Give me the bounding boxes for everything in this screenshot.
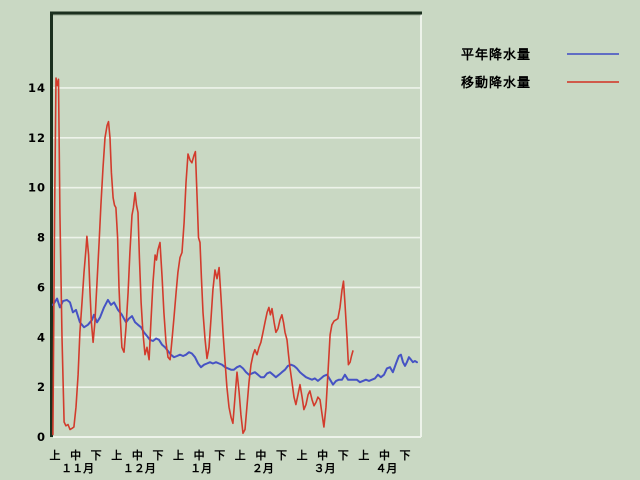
series-line-moving: [52, 77, 354, 436]
x-period-label-1: 中: [70, 448, 81, 462]
x-month-label-5: ４月: [375, 462, 397, 475]
x-period-label-13: 中: [317, 448, 328, 462]
y-tick-label-0: 0: [37, 430, 46, 444]
x-period-label-11: 下: [276, 449, 287, 462]
x-period-label-0: 上: [50, 448, 61, 462]
x-month-label-4: ３月: [314, 462, 336, 475]
y-tick-label-6: 6: [37, 280, 46, 294]
x-period-label-3: 上: [111, 448, 122, 462]
x-period-label-17: 下: [400, 449, 411, 462]
y-tick-label-4: 4: [37, 330, 46, 344]
legend-item-heinen: 平年降水量: [461, 44, 619, 63]
chart-legend: 平年降水量 移動降水量: [461, 44, 619, 91]
x-period-label-5: 下: [152, 449, 163, 462]
legend-line-red-icon: [567, 80, 619, 83]
x-period-label-4: 中: [132, 448, 143, 462]
x-month-label-0: １１月: [61, 462, 94, 475]
y-tick-label-8: 8: [37, 231, 46, 245]
x-period-label-16: 中: [379, 448, 390, 462]
x-period-label-12: 上: [297, 448, 308, 462]
x-period-label-15: 上: [358, 448, 369, 462]
x-month-label-2: １月: [190, 462, 212, 475]
y-tick-label-2: 2: [37, 380, 46, 394]
x-period-label-7: 中: [194, 448, 205, 462]
x-period-label-6: 上: [173, 448, 184, 462]
x-period-label-9: 上: [235, 448, 246, 462]
x-period-label-8: 下: [214, 449, 225, 462]
x-period-label-2: 下: [91, 449, 102, 462]
y-tick-label-14: 14: [28, 81, 46, 95]
y-tick-label-10: 10: [28, 181, 46, 195]
series-line-average: [51, 297, 418, 386]
legend-item-idou: 移動降水量: [461, 72, 619, 91]
legend-label-idou: 移動降水量: [461, 76, 532, 91]
x-month-label-1: １２月: [123, 462, 156, 475]
y-tick-label-12: 12: [28, 131, 46, 145]
x-period-label-10: 中: [255, 448, 266, 462]
x-month-label-3: ２月: [252, 462, 274, 475]
legend-label-heinen: 平年降水量: [461, 48, 532, 63]
x-period-label-14: 下: [338, 449, 349, 462]
legend-line-blue-icon: [567, 52, 619, 55]
